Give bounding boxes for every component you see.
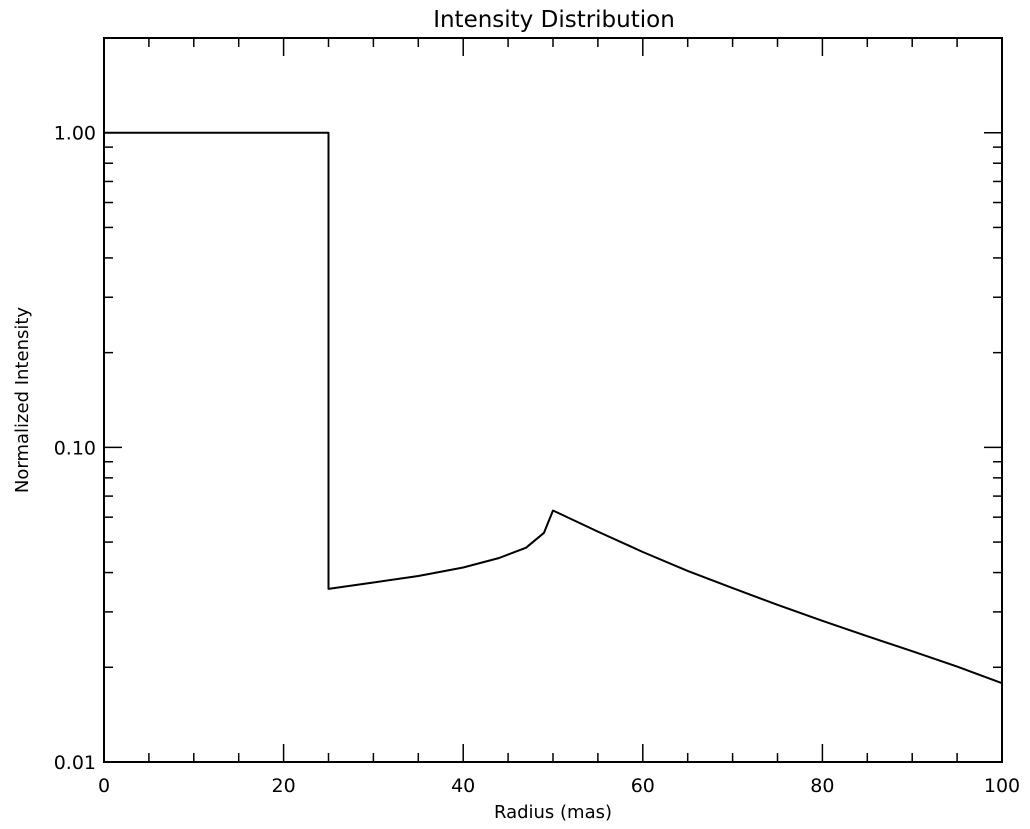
x-tick-label: 80 bbox=[810, 775, 834, 797]
intensity-curve bbox=[104, 131, 1003, 685]
tick-labels: 0 20 40 60 80 100 0.01 0.10 1.00 bbox=[54, 123, 1020, 797]
x-axis-label: Radius (mas) bbox=[494, 802, 612, 823]
x-tick-label: 0 bbox=[98, 775, 110, 797]
axis-ticks bbox=[103, 37, 1003, 763]
y-tick-label: 0.10 bbox=[54, 437, 96, 459]
y-tick-label: 0.01 bbox=[54, 752, 96, 774]
plot-frame bbox=[103, 37, 1003, 763]
x-tick-label: 40 bbox=[451, 775, 475, 797]
y-tick-label: 1.00 bbox=[54, 123, 96, 145]
x-tick-label: 100 bbox=[984, 775, 1020, 797]
x-tick-label: 20 bbox=[272, 775, 296, 797]
x-tick-label: 60 bbox=[631, 775, 655, 797]
chart-title: Intensity Distribution bbox=[433, 7, 675, 33]
y-axis-label: Normalized Intensity bbox=[12, 307, 33, 493]
